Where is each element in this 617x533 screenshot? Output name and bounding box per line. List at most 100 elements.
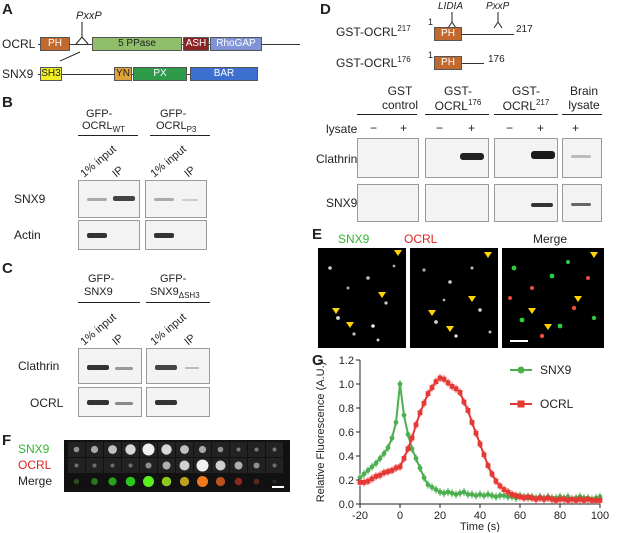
b-lane-label: IP	[182, 164, 198, 180]
f-label-ocrl: OCRL	[18, 458, 52, 472]
kymo-snx9-spot	[90, 445, 99, 454]
d-blot-snx9-brain	[562, 184, 602, 222]
kymo-scale-bar	[272, 486, 284, 488]
panel-label-b: B	[2, 94, 13, 111]
kymo-ocrl-spot	[110, 463, 115, 468]
kymo-ocrl-spot	[215, 460, 226, 471]
g-point	[385, 445, 391, 450]
g-point	[393, 465, 399, 471]
kymo-snx9-spot	[161, 444, 172, 455]
e-micrograph-ocrl	[410, 248, 498, 348]
g-point	[365, 468, 371, 473]
snx9-domain-yn: YN	[114, 67, 132, 81]
g-point	[373, 460, 379, 466]
f-label-snx9: SNX9	[18, 442, 50, 456]
ocrl-domain-ash: ASH	[183, 37, 209, 51]
g-point	[461, 399, 467, 405]
g-point	[445, 489, 451, 495]
g-point	[525, 494, 531, 500]
g-point	[357, 480, 363, 485]
g-legend-marker	[517, 366, 525, 374]
g-point	[433, 379, 439, 384]
c-blot-ocrl-dsh3	[146, 387, 210, 417]
g-point	[397, 381, 403, 387]
g-point	[377, 472, 383, 478]
g-point	[497, 493, 503, 498]
g-y-axis-label: Relative Fluorescence (A.U.)	[315, 362, 327, 503]
d-group-label: Brain lysate	[568, 84, 600, 112]
g-point	[429, 484, 435, 490]
kymo-snx9-spot	[108, 445, 117, 454]
kymo-merge-spot	[108, 477, 117, 486]
b-row-label: Actin	[14, 228, 41, 242]
kymo-ocrl-spot	[128, 463, 133, 468]
snx9-protein-label: SNX9	[2, 67, 34, 81]
kymo-merge-spot	[197, 476, 208, 487]
g-point	[557, 496, 563, 502]
d-start1: 1	[428, 17, 434, 27]
e-micrograph-merge	[502, 248, 604, 348]
b-col1-underline	[78, 135, 138, 136]
d-group-underline	[357, 114, 417, 115]
g-point	[505, 494, 511, 500]
g-point	[449, 490, 455, 496]
d-sign: +	[537, 121, 545, 135]
g-point	[465, 408, 471, 413]
g-point	[461, 489, 467, 495]
g-y-tick-label: 0.4	[339, 451, 354, 463]
c-blot-clathrin-wt	[78, 348, 142, 384]
g-point	[441, 490, 447, 496]
g-point	[533, 496, 539, 502]
g-point	[445, 380, 451, 386]
d-group-underline	[562, 114, 602, 115]
g-y-tick-label: 0.2	[339, 475, 354, 487]
g-point	[469, 492, 475, 497]
g-point	[381, 470, 387, 476]
kymo-snx9-spot	[217, 446, 224, 453]
g-point	[553, 498, 559, 503]
ocrl-domain-5ppase: 5 PPase	[92, 37, 182, 51]
kymo-ocrl-spot	[145, 462, 152, 469]
g-point	[569, 496, 575, 502]
g-point	[449, 384, 455, 389]
g-point	[409, 435, 415, 441]
d-group-underline	[425, 114, 489, 115]
g-point	[501, 493, 507, 498]
b-blot-actin-wt	[78, 220, 140, 250]
g-point	[597, 498, 603, 503]
kymo-merge-spot	[91, 478, 98, 485]
g-point	[561, 496, 567, 502]
e-label-ocrl: OCRL	[404, 232, 438, 246]
g-point	[529, 495, 535, 501]
g-point	[457, 390, 463, 395]
kymo-merge-spot	[179, 476, 190, 487]
d-blot-clathrin-ocrl217	[494, 138, 558, 178]
kymo-ocrl-spot	[92, 463, 97, 468]
c-blot-ocrl-wt	[78, 387, 142, 417]
kymo-merge-spot	[234, 477, 243, 486]
kymo-ocrl-spot	[74, 463, 79, 468]
g-point	[393, 420, 399, 425]
g-point	[401, 412, 407, 418]
kymo-merge-spot	[253, 478, 260, 485]
g-point	[385, 469, 391, 474]
c-col1-underline	[78, 302, 140, 303]
b-col2-title: GFP-	[160, 108, 187, 120]
g-point	[565, 498, 571, 503]
b-col2-name: OCRLP3	[156, 120, 197, 135]
d-lysate-label: lysate	[326, 122, 358, 136]
g-point	[537, 495, 543, 501]
ocrl-domain-ph: PH	[40, 37, 70, 51]
g-line-chart: 0.0 0.2 0.4 0.6 0.8 1.0 1.2 -20 0 20 40 60 80 100 Time…	[315, 355, 609, 532]
d-start2: 1	[428, 50, 434, 60]
ocrl-domain-rhogap: RhoGAP	[210, 37, 262, 51]
kymo-ocrl-spot	[253, 462, 260, 469]
g-point	[421, 400, 427, 406]
g-point	[369, 476, 375, 482]
g-x-tick-label: 40	[474, 510, 486, 522]
panel-label-c: C	[2, 260, 13, 277]
d-construct1-backbone	[434, 34, 514, 35]
kymo-merge-spot	[161, 476, 172, 487]
g-point	[425, 482, 431, 488]
